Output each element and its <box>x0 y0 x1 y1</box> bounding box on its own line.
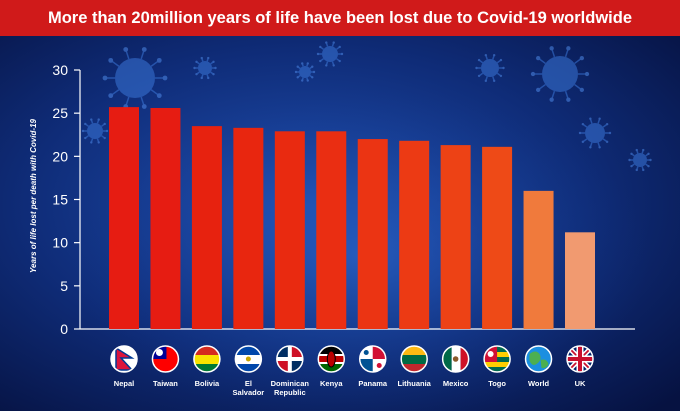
x-tick-label: Togo <box>488 379 506 388</box>
uk-flag-icon <box>566 345 594 373</box>
bar-bolivia <box>191 126 222 329</box>
bar-mexico <box>440 145 471 329</box>
virus-icon <box>81 118 109 144</box>
virus-decoration <box>81 41 652 172</box>
virus-icon <box>530 46 590 102</box>
y-tick-label: 20 <box>52 148 68 164</box>
x-tick-label: Bolivia <box>195 379 220 388</box>
bars <box>109 107 595 330</box>
y-tick-label: 10 <box>52 235 68 251</box>
world-globe-icon <box>524 345 553 373</box>
kenya-flag-icon <box>317 345 346 373</box>
virus-icon <box>578 117 612 149</box>
mexico-flag-icon <box>441 345 470 373</box>
virus-icon <box>193 56 217 80</box>
y-axis-label: Years of life lost per death with Covid-… <box>29 118 38 273</box>
y-tick-label: 15 <box>52 192 68 208</box>
bar-chart: 0 5 10 15 20 25 30 Nepal Taiwan Bolivia ElSalvado… <box>0 36 680 411</box>
panama-flag-icon <box>358 345 387 373</box>
nepal-flag-icon <box>110 345 138 373</box>
el-salvador-flag-icon <box>234 345 263 373</box>
virus-icon <box>628 148 652 172</box>
title-bar: More than 20million years of life have b… <box>0 0 680 36</box>
x-tick-label: Lithuania <box>398 379 432 388</box>
x-tick-label: Mexico <box>443 379 469 388</box>
x-tick-label: Salvador <box>233 388 265 397</box>
x-tick-label: Dominican <box>271 379 310 388</box>
y-tick-label: 5 <box>60 278 68 294</box>
dominican-republic-flag-icon <box>276 345 304 373</box>
virus-icon <box>294 62 316 82</box>
x-tick-label: Republic <box>274 388 306 397</box>
bar-dominican-republic <box>274 131 305 329</box>
y-tick-label: 0 <box>60 321 68 337</box>
y-tick-label: 25 <box>52 105 68 121</box>
togo-flag-icon <box>483 345 511 373</box>
x-tick-label: Kenya <box>320 379 343 388</box>
x-tick-label: Taiwan <box>153 379 178 388</box>
x-tick-label: Nepal <box>114 379 134 388</box>
bar-uk <box>565 232 595 329</box>
x-tick-label: UK <box>575 379 586 388</box>
lithuania-flag-icon <box>400 345 428 373</box>
virus-icon <box>102 47 168 109</box>
virus-icon <box>475 53 505 83</box>
bar-panama <box>357 139 388 329</box>
x-tick-label: Panama <box>358 379 388 388</box>
virus-icon <box>316 41 344 67</box>
bar-togo <box>482 146 513 329</box>
x-tick-label: World <box>528 379 550 388</box>
x-tick-label: El <box>245 379 252 388</box>
bar-world <box>523 190 554 329</box>
bar-nepal <box>109 107 139 329</box>
taiwan-flag-icon <box>151 345 180 373</box>
chart-title: More than 20million years of life have b… <box>47 8 633 27</box>
bar-kenya <box>316 131 347 329</box>
bar-taiwan <box>150 107 181 329</box>
bar-lithuania <box>399 140 430 329</box>
flags <box>110 345 594 373</box>
bolivia-flag-icon <box>193 345 221 373</box>
y-tick-label: 30 <box>52 62 68 78</box>
bar-el-salvador <box>233 127 264 330</box>
